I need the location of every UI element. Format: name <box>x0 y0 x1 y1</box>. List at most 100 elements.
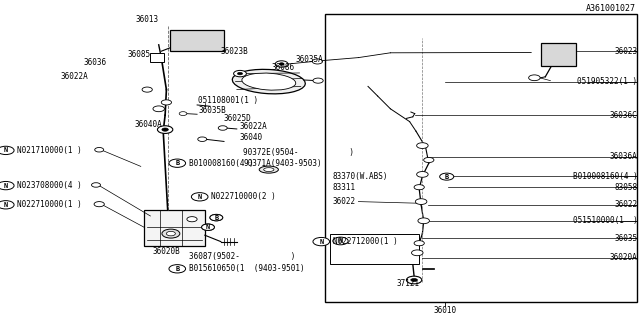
Text: 36025D: 36025D <box>224 114 252 123</box>
Ellipse shape <box>264 168 274 172</box>
Circle shape <box>198 137 207 141</box>
Text: N022710000(1 ): N022710000(1 ) <box>17 200 82 209</box>
Text: 36040A: 36040A <box>134 120 162 129</box>
Circle shape <box>161 100 172 105</box>
Circle shape <box>162 128 168 131</box>
Text: N: N <box>4 183 8 188</box>
Text: 36035B: 36035B <box>198 106 226 115</box>
Circle shape <box>162 229 180 238</box>
Circle shape <box>234 70 246 77</box>
Circle shape <box>414 185 424 190</box>
Text: 36040: 36040 <box>240 133 263 142</box>
Text: 36022A: 36022A <box>240 122 268 131</box>
Text: B: B <box>445 174 449 180</box>
Ellipse shape <box>232 69 305 94</box>
Text: 36036C: 36036C <box>610 111 637 120</box>
Circle shape <box>312 59 323 64</box>
Circle shape <box>179 112 187 116</box>
Text: 36086: 36086 <box>272 63 295 72</box>
Circle shape <box>275 61 288 67</box>
Text: 051510000(1  ): 051510000(1 ) <box>573 216 637 225</box>
Circle shape <box>415 199 427 204</box>
Circle shape <box>313 237 330 246</box>
Ellipse shape <box>259 166 278 173</box>
Text: N: N <box>4 148 8 153</box>
Circle shape <box>142 87 152 92</box>
Text: 36087(9502-           ): 36087(9502- ) <box>189 252 295 260</box>
Circle shape <box>191 193 208 201</box>
Text: B015610650(1  (9403-9501): B015610650(1 (9403-9501) <box>189 264 305 273</box>
Text: 83370(W.ABS): 83370(W.ABS) <box>333 172 388 180</box>
Text: 051905322(1 ): 051905322(1 ) <box>577 77 637 86</box>
Circle shape <box>406 276 422 284</box>
Circle shape <box>237 72 243 75</box>
Circle shape <box>166 231 175 236</box>
Text: N022710000(2 ): N022710000(2 ) <box>211 192 276 201</box>
Text: N: N <box>339 238 342 244</box>
Circle shape <box>187 217 197 222</box>
Text: 36020A: 36020A <box>610 253 637 262</box>
Bar <box>170 30 224 51</box>
Text: B: B <box>175 160 179 166</box>
Text: N: N <box>4 202 8 208</box>
Circle shape <box>411 278 417 282</box>
Circle shape <box>210 214 223 221</box>
Text: N: N <box>319 239 323 244</box>
Text: A361001027: A361001027 <box>586 4 636 12</box>
Text: B010008160(4 ): B010008160(4 ) <box>189 159 253 168</box>
Circle shape <box>414 241 424 246</box>
Ellipse shape <box>242 73 296 90</box>
Circle shape <box>0 201 14 209</box>
Circle shape <box>417 143 428 148</box>
Text: N022712000(1 ): N022712000(1 ) <box>333 237 397 246</box>
Circle shape <box>202 224 214 230</box>
Bar <box>541 43 576 66</box>
Text: 36023: 36023 <box>614 47 637 56</box>
Text: N023708000(4 ): N023708000(4 ) <box>17 181 82 190</box>
Bar <box>422 268 434 269</box>
Circle shape <box>210 214 223 221</box>
Text: 36022: 36022 <box>614 200 637 209</box>
Circle shape <box>202 224 214 230</box>
Circle shape <box>440 173 454 180</box>
Circle shape <box>417 172 428 177</box>
Circle shape <box>424 157 434 163</box>
Text: 36020B: 36020B <box>152 247 180 256</box>
Bar <box>150 53 164 62</box>
Text: 36013: 36013 <box>136 15 159 24</box>
Circle shape <box>169 265 186 273</box>
Circle shape <box>0 146 14 155</box>
Text: 36023B: 36023B <box>221 47 248 56</box>
Circle shape <box>157 126 173 133</box>
Circle shape <box>418 218 429 224</box>
Text: 36035A: 36035A <box>296 55 323 64</box>
Text: 36022A: 36022A <box>61 72 88 81</box>
Bar <box>144 210 205 246</box>
Text: 83311: 83311 <box>333 183 356 192</box>
Text: 90371A(9403-9503): 90371A(9403-9503) <box>243 159 322 168</box>
Text: 36010: 36010 <box>433 306 456 315</box>
Text: N: N <box>206 224 210 230</box>
Circle shape <box>529 75 540 81</box>
Text: B: B <box>214 215 218 220</box>
Circle shape <box>412 250 423 256</box>
Circle shape <box>313 78 323 83</box>
Text: 36036A: 36036A <box>610 152 637 161</box>
Text: N: N <box>198 194 202 200</box>
Circle shape <box>169 159 186 167</box>
Circle shape <box>153 106 164 112</box>
Text: B: B <box>175 266 179 272</box>
Text: 36036: 36036 <box>83 58 106 67</box>
Circle shape <box>333 237 348 245</box>
Text: 90372E(9504-           ): 90372E(9504- ) <box>243 148 354 156</box>
Bar <box>330 234 419 264</box>
Text: 36022: 36022 <box>333 197 356 206</box>
Circle shape <box>0 181 14 190</box>
Text: N021710000(1 ): N021710000(1 ) <box>17 146 82 155</box>
Text: B010008160(4 ): B010008160(4 ) <box>573 172 637 180</box>
Bar <box>325 14 637 302</box>
Circle shape <box>92 183 100 187</box>
Text: 37121: 37121 <box>397 279 420 288</box>
Circle shape <box>95 148 104 152</box>
Text: 83058: 83058 <box>614 183 637 192</box>
